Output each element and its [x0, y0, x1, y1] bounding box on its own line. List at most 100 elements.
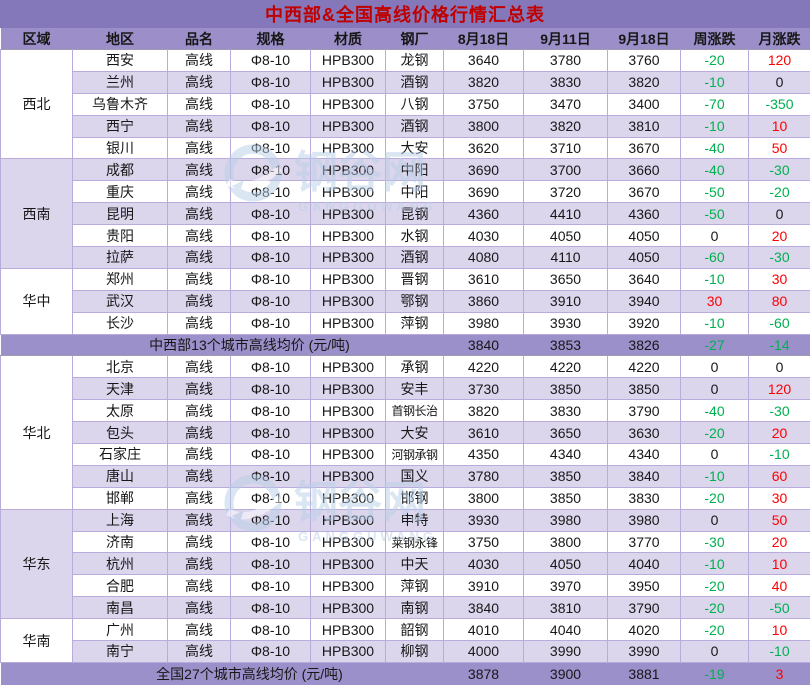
header-row: 区域 地区 品名 规格 材质 钢厂 8月18日 9月11日 9月18日 周涨跌 月涨跌	[0, 28, 810, 50]
page-title: 中西部&全国高线价格行情汇总表	[0, 0, 810, 28]
weekly-change-cell: -10	[680, 311, 749, 335]
mill-cell: 邯钢	[385, 486, 444, 510]
price-sep18-cell: 3920	[607, 311, 681, 335]
price-row: 西北 西安 高线 Φ8-10 HPB300 龙钢 3640 3780 3760 -20 120	[0, 48, 810, 160]
city-cell: 天津	[72, 377, 168, 401]
spec-cell: Φ8-10	[230, 399, 311, 423]
city-cell: 唐山	[72, 464, 168, 488]
price-sep18-cell: 3630	[607, 421, 681, 445]
product-cell: 高线	[167, 158, 231, 182]
spec-cell: Φ8-10	[230, 552, 311, 576]
monthly-change-cell: -60	[748, 311, 810, 335]
price-sep11-cell: 3910	[523, 289, 608, 313]
monthly-change-cell: 10	[748, 114, 810, 138]
price-row: 西宁 高线 Φ8-10 HPB300 酒钢 3800 3820 3810 -10 10	[1, 114, 810, 138]
price-aug18-cell: 4010	[443, 618, 524, 642]
region-cell: 西南	[0, 158, 73, 269]
monthly-change-cell: 0	[748, 202, 810, 226]
weekly-change-cell: -20	[680, 618, 749, 642]
spec-cell: Φ8-10	[230, 443, 311, 466]
column-header: 9月18日	[607, 28, 681, 50]
column-header: 材质	[310, 28, 386, 50]
monthly-change-cell: -50	[748, 596, 810, 620]
price-aug18-cell: 3910	[443, 574, 524, 598]
price-row: 乌鲁木齐 高线 Φ8-10 HPB300 八钢 3750 3470 3400 -70 -350	[1, 92, 810, 116]
weekly-change-cell: 0	[680, 508, 749, 532]
price-sep18-cell: 3990	[607, 640, 681, 663]
price-sep11-cell: 3700	[523, 158, 608, 182]
column-header: 规格	[230, 28, 311, 50]
mill-cell: 酒钢	[385, 114, 444, 138]
price-sep11-cell: 3980	[523, 508, 608, 532]
material-cell: HPB300	[310, 508, 386, 532]
product-cell: 高线	[167, 289, 231, 313]
price-sep11-cell: 4050	[523, 224, 608, 248]
price-row: 包头 高线 Φ8-10 HPB300 大安 3610 3650 3630 -20 20	[1, 421, 810, 445]
price-sep18-cell: 3400	[607, 92, 681, 116]
material-cell: HPB300	[310, 267, 386, 291]
price-sep18-cell: 3850	[607, 377, 681, 401]
column-header: 地区	[72, 28, 168, 50]
weekly-change-cell: 0	[680, 443, 749, 466]
material-cell: HPB300	[310, 289, 386, 313]
city-cell: 长沙	[72, 311, 168, 335]
weekly-change-cell: -70	[680, 92, 749, 116]
price-sep18-cell: 3770	[607, 530, 681, 554]
mill-cell: 萍钢	[385, 574, 444, 598]
monthly-change-cell: -14	[748, 333, 810, 357]
product-cell: 高线	[167, 618, 231, 642]
price-sep18-cell: 4040	[607, 552, 681, 576]
material-cell: HPB300	[310, 49, 386, 72]
product-cell: 高线	[167, 70, 231, 94]
mill-cell: 韶钢	[385, 618, 444, 642]
price-sep11-cell: 3650	[523, 421, 608, 445]
price-aug18-cell: 3800	[443, 114, 524, 138]
monthly-change-cell: 20	[748, 530, 810, 554]
material-cell: HPB300	[310, 202, 386, 226]
spec-cell: Φ8-10	[230, 267, 311, 291]
material-cell: HPB300	[310, 399, 386, 423]
region-cell: 华北	[0, 355, 73, 510]
price-sep18-cell: 3826	[607, 333, 681, 357]
weekly-change-cell: 0	[680, 224, 749, 248]
price-sep11-cell: 3830	[523, 70, 608, 94]
price-aug18-cell: 4000	[443, 640, 524, 663]
weekly-change-cell: -40	[680, 158, 749, 182]
city-cell: 拉萨	[72, 246, 168, 269]
column-header: 品名	[167, 28, 231, 50]
material-cell: HPB300	[310, 574, 386, 598]
product-cell: 高线	[167, 443, 231, 466]
monthly-change-cell: 80	[748, 289, 810, 313]
mill-cell: 南钢	[385, 596, 444, 620]
spec-cell: Φ8-10	[230, 289, 311, 313]
product-cell: 高线	[167, 49, 231, 72]
price-aug18-cell: 3730	[443, 377, 524, 401]
price-aug18-cell: 4080	[443, 246, 524, 269]
product-cell: 高线	[167, 311, 231, 335]
mill-cell: 中天	[385, 552, 444, 576]
price-sep11-cell: 3970	[523, 574, 608, 598]
price-aug18-cell: 3610	[443, 421, 524, 445]
product-cell: 高线	[167, 224, 231, 248]
price-aug18-cell: 3878	[443, 661, 524, 685]
weekly-change-cell: 30	[680, 289, 749, 313]
material-cell: HPB300	[310, 596, 386, 620]
weekly-change-cell: -10	[680, 70, 749, 94]
product-cell: 高线	[167, 574, 231, 598]
product-cell: 高线	[167, 530, 231, 554]
price-row: 唐山 高线 Φ8-10 HPB300 国义 3780 3850 3840 -10 60	[1, 464, 810, 488]
material-cell: HPB300	[310, 114, 386, 138]
column-header: 周涨跌	[680, 28, 749, 50]
monthly-change-cell: -30	[748, 399, 810, 423]
city-cell: 包头	[72, 421, 168, 445]
material-cell: HPB300	[310, 180, 386, 204]
weekly-change-cell: -10	[680, 267, 749, 291]
city-cell: 石家庄	[72, 443, 168, 466]
price-row: 昆明 高线 Φ8-10 HPB300 昆钢 4360 4410 4360 -50 0	[1, 202, 810, 226]
spec-cell: Φ8-10	[230, 246, 311, 269]
monthly-change-cell: 0	[748, 70, 810, 94]
spec-cell: Φ8-10	[230, 136, 311, 160]
price-sep11-cell: 3720	[523, 180, 608, 204]
product-cell: 高线	[167, 267, 231, 291]
price-sep11-cell: 4340	[523, 443, 608, 466]
